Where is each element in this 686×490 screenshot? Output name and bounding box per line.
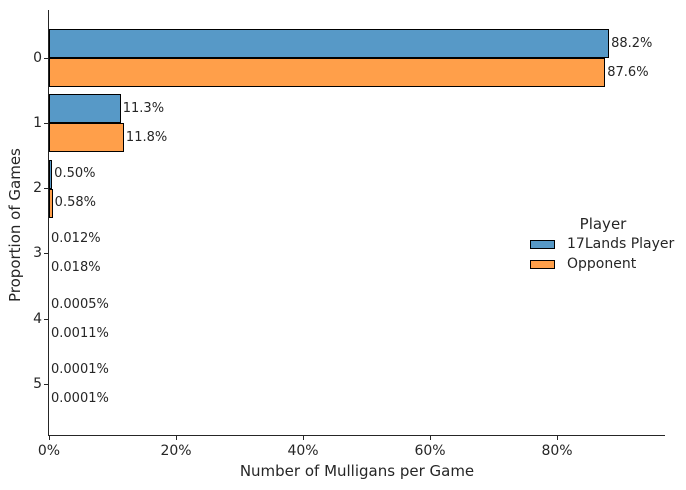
x-tick-mark-60 (430, 436, 431, 440)
y-axis-spine (48, 10, 49, 435)
bar-opponent-1 (49, 123, 124, 153)
y-tick-label-3: 3 (33, 245, 42, 262)
legend-entry-label-17lands-player: 17Lands Player (567, 236, 675, 252)
y-tick-mark-4 (44, 318, 48, 320)
x-tick-mark-20 (176, 436, 177, 440)
bar-17lands-player-2 (49, 159, 53, 189)
legend-title: Player (579, 215, 627, 233)
bar-value-label-17lands-player-1: 11.3% (122, 100, 165, 116)
y-tick-mark-0 (44, 57, 48, 59)
y-tick-mark-1 (44, 122, 48, 124)
x-tick-label-0: 0% (37, 443, 61, 459)
bar-value-label-opponent-0: 87.6% (607, 64, 649, 80)
legend-swatch-17lands-player (530, 239, 555, 249)
bar-value-label-opponent-2: 0.58% (54, 195, 96, 211)
x-tick-label-20: 20% (160, 443, 192, 459)
bar-17lands-player-1 (49, 94, 121, 124)
y-tick-label-1: 1 (33, 114, 42, 131)
bar-opponent-0 (49, 58, 606, 87)
bar-value-label-17lands-player-5: 0.0001% (51, 362, 109, 377)
bar-value-label-17lands-player-3: 0.012% (51, 231, 101, 247)
bar-value-label-17lands-player-0: 88.2% (611, 35, 653, 51)
x-tick-mark-0 (49, 436, 50, 440)
x-tick-label-80: 80% (541, 443, 573, 459)
bar-value-label-opponent-3: 0.018% (51, 260, 101, 276)
legend-entry-17lands-player: 17Lands Player (524, 234, 682, 254)
y-tick-label-5: 5 (33, 376, 42, 392)
y-tick-mark-3 (44, 253, 48, 255)
legend: Player 17Lands Player Opponent (524, 214, 682, 274)
y-tick-label-2: 2 (33, 180, 42, 197)
legend-entries: 17Lands Player Opponent (524, 234, 682, 274)
bar-opponent-2 (49, 188, 53, 218)
y-tick-mark-5 (44, 384, 48, 385)
x-tick-mark-40 (303, 436, 304, 440)
bar-value-label-17lands-player-2: 0.50% (54, 166, 96, 182)
bar-17lands-player-0 (49, 29, 610, 58)
x-tick-label-60: 60% (414, 443, 446, 459)
legend-swatch-opponent (530, 259, 555, 269)
y-tick-label-4: 4 (33, 310, 42, 327)
y-axis-label: Proportion of Games (6, 148, 24, 302)
x-tick-label-40: 40% (287, 443, 319, 459)
x-tick-mark-80 (557, 436, 558, 440)
bar-value-label-17lands-player-4: 0.0005% (51, 296, 109, 312)
x-axis-spine (48, 435, 665, 436)
bar-value-label-opponent-1: 11.8% (125, 129, 168, 145)
x-axis-label: Number of Mulligans per Game (239, 462, 475, 480)
y-tick-label-0: 0 (33, 49, 42, 66)
legend-entry-opponent: Opponent (524, 254, 682, 274)
legend-entry-label-opponent: Opponent (567, 256, 637, 272)
bar-value-label-opponent-5: 0.0001% (51, 391, 109, 406)
y-tick-mark-2 (44, 188, 48, 190)
bar-value-label-opponent-4: 0.0011% (51, 325, 109, 341)
